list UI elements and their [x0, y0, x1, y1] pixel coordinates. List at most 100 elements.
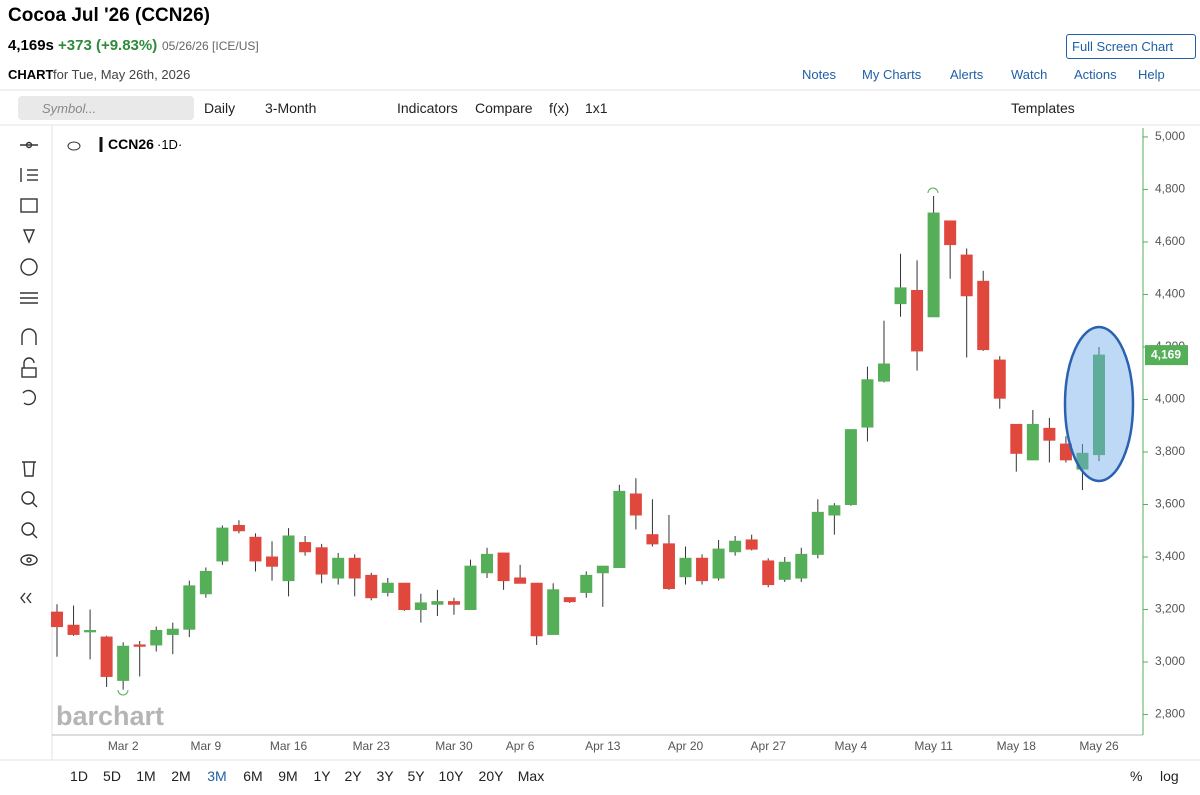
toolbar-item[interactable]: Daily	[204, 100, 236, 116]
drawing-tools[interactable]	[20, 141, 38, 604]
legend-symbol: CCN26	[108, 136, 154, 152]
x-tick-label: May 26	[1079, 739, 1119, 753]
y-tick-label: 2,800	[1155, 707, 1185, 721]
range-button[interactable]: 1Y	[313, 768, 331, 784]
y-tick-label: 4,000	[1155, 392, 1185, 406]
candle-body	[481, 553, 494, 574]
candle-body	[580, 574, 593, 593]
candle-body	[381, 582, 394, 593]
x-tick-label: Apr 6	[506, 739, 535, 753]
low-marker	[117, 689, 129, 696]
range-button[interactable]: Max	[517, 768, 545, 784]
range-button[interactable]: 1D	[70, 768, 88, 784]
toolbar-item[interactable]: 3-Month	[265, 100, 317, 116]
x-tick-label: Mar 2	[108, 739, 139, 753]
candle-body	[662, 543, 675, 590]
candle-body	[232, 524, 245, 532]
candle-body	[844, 429, 857, 505]
candle-body	[944, 220, 957, 246]
candle-body	[249, 536, 262, 562]
link[interactable]: My Charts	[862, 67, 922, 82]
range-button[interactable]: 6M	[243, 768, 263, 784]
search-box[interactable]	[18, 96, 194, 120]
range-button[interactable]: 5D	[103, 768, 121, 784]
y-tick-label: 3,000	[1155, 654, 1185, 668]
candle-body	[1010, 423, 1023, 454]
range-button[interactable]: 3M	[207, 768, 227, 784]
candle-body	[629, 493, 642, 516]
candle-body	[183, 585, 196, 630]
price: 4,169s	[8, 37, 54, 54]
range-button[interactable]: 10Y	[438, 768, 464, 784]
log-toggle[interactable]: log	[1160, 768, 1179, 784]
range-button[interactable]: 9M	[278, 768, 298, 784]
toolbar-item[interactable]: f(x)	[549, 100, 570, 116]
percent-toggle[interactable]: %	[1130, 768, 1143, 784]
x-tick-label: Mar 30	[435, 739, 473, 753]
range-button[interactable]: 5Y	[407, 768, 425, 784]
candle-body	[977, 280, 990, 351]
candle-body	[894, 287, 907, 305]
link[interactable]: Alerts	[950, 67, 984, 82]
candle-body	[365, 574, 378, 599]
candle-body	[282, 535, 295, 582]
candle-body	[563, 597, 576, 603]
x-tick-label: Apr 13	[585, 739, 621, 753]
candle-body	[1093, 354, 1105, 456]
candle-body	[447, 601, 460, 605]
candle-body	[745, 539, 758, 550]
x-tick-label: Mar 9	[191, 739, 222, 753]
candle-body	[613, 490, 626, 568]
toolbar-item[interactable]: Indicators	[397, 100, 458, 116]
toolbar-item[interactable]: 1x1	[585, 100, 608, 116]
candle-body	[1043, 427, 1056, 441]
candle-body	[596, 565, 609, 574]
y-tick-label: 3,600	[1155, 497, 1185, 511]
x-tick-label: Mar 23	[353, 739, 391, 753]
candle-body	[431, 601, 444, 605]
y-tick-label: 3,800	[1155, 444, 1185, 458]
range-button[interactable]: 1M	[136, 768, 156, 784]
search-placeholder[interactable]: Symbol...	[42, 101, 97, 116]
candle-body	[150, 630, 163, 646]
candle-body	[348, 557, 361, 579]
link[interactable]: Watch	[1011, 67, 1048, 82]
candle-body	[266, 556, 279, 567]
range-button[interactable]: 2Y	[344, 768, 362, 784]
candle-body	[315, 547, 328, 575]
candle-body	[762, 560, 775, 586]
annotation-layer	[67, 137, 1135, 696]
link[interactable]: Actions	[1074, 67, 1117, 82]
x-tick-label: May 4	[835, 739, 868, 753]
candle-body	[696, 557, 709, 582]
range-button[interactable]: 2M	[171, 768, 191, 784]
link[interactable]: Help	[1138, 67, 1165, 82]
title: Cocoa Jul '26 (CCN26)	[8, 5, 210, 26]
candle-body	[100, 636, 113, 677]
meta: 05/26/26 [ICE/US]	[162, 39, 259, 53]
candle-body	[712, 548, 725, 579]
candle-body	[1026, 423, 1039, 461]
templates[interactable]: Templates	[1011, 100, 1075, 116]
candle-body	[67, 624, 80, 635]
candle-body	[646, 534, 659, 545]
candle-body	[199, 570, 212, 595]
range-button[interactable]: 20Y	[478, 768, 504, 784]
y-tick-label: 5,000	[1155, 129, 1185, 143]
candle-body	[332, 557, 345, 579]
chart-word: CHART	[8, 67, 54, 82]
toolbar-item[interactable]: Compare	[475, 100, 533, 116]
candle-body	[927, 212, 940, 318]
candle-body	[398, 582, 411, 611]
x-tick-label: Apr 27	[751, 739, 787, 753]
candle-body	[117, 645, 130, 681]
x-tick-label: May 11	[914, 739, 953, 753]
link[interactable]: Notes	[802, 67, 836, 82]
full-screen-button[interactable]: Full Screen Chart	[1066, 34, 1197, 59]
y-tick-label: 4,800	[1155, 182, 1185, 196]
range-button[interactable]: 3Y	[376, 768, 394, 784]
candle-body	[811, 511, 824, 555]
last-price-label: 4,169	[1151, 347, 1181, 361]
